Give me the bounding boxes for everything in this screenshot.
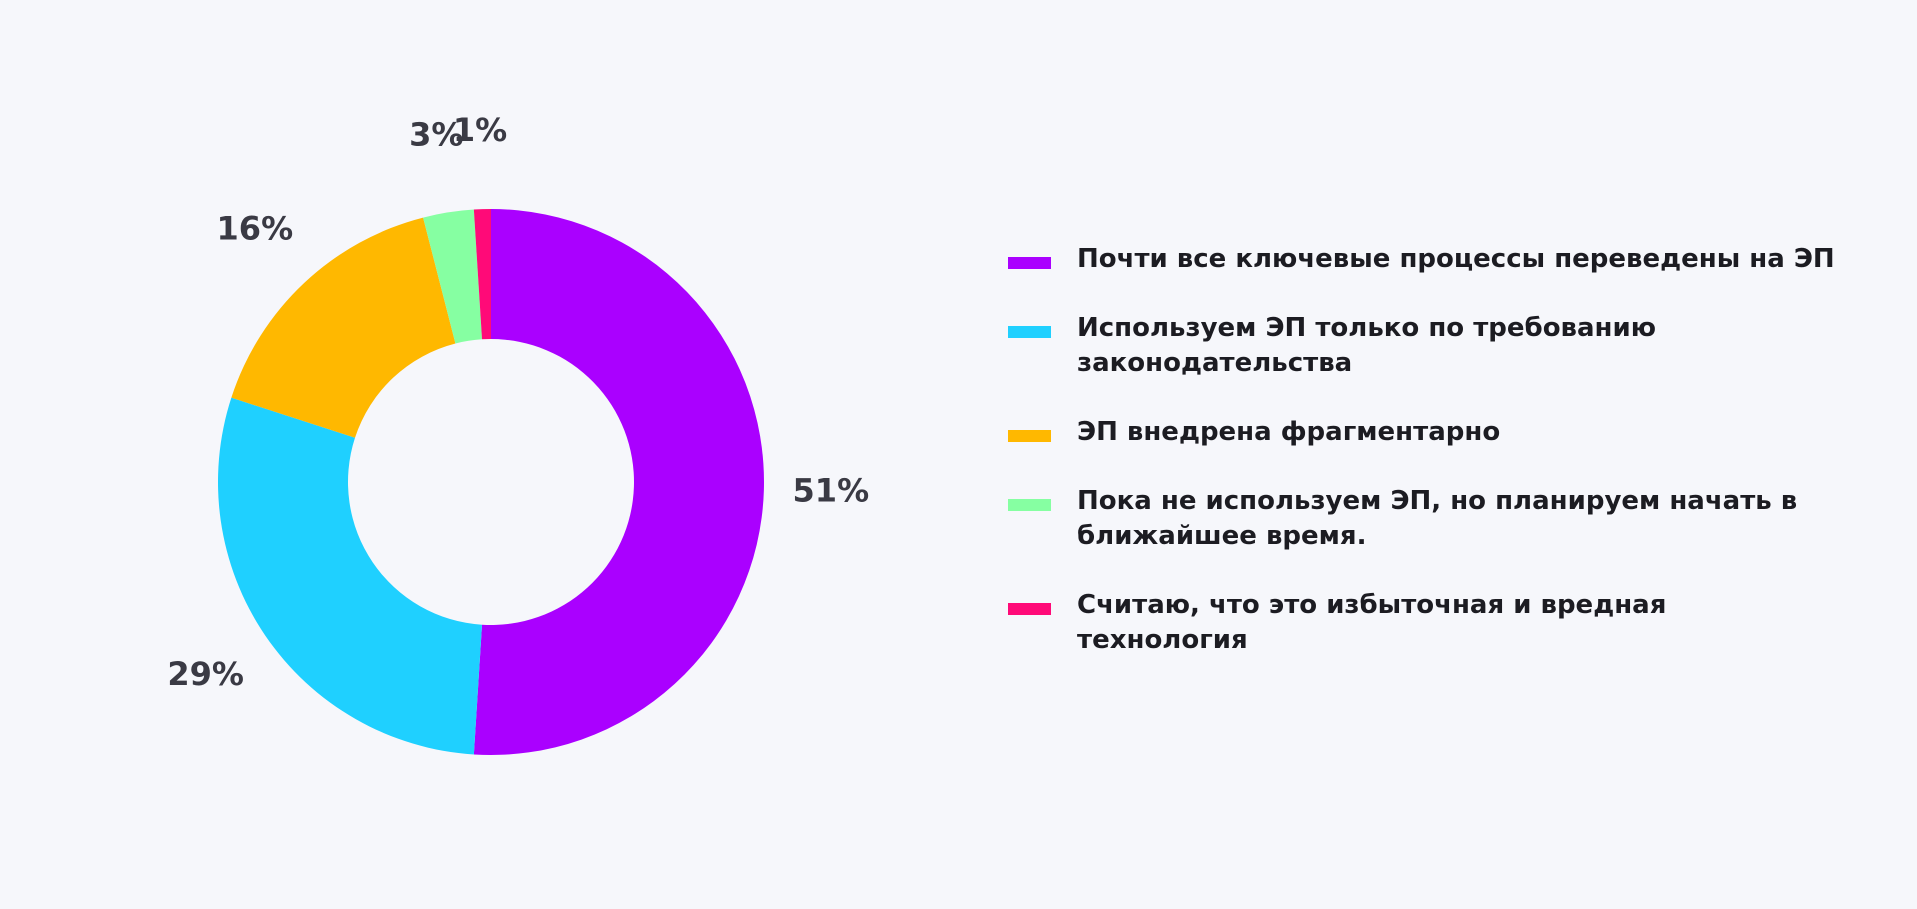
legend-swatch bbox=[1008, 430, 1051, 442]
donut-slice bbox=[217, 397, 483, 755]
legend-label: Считаю, что это избыточная и вредная тех… bbox=[1077, 590, 1667, 655]
legend-label: Используем ЭП только по требованию закон… bbox=[1077, 313, 1657, 378]
legend-label: Пока не используем ЭП, но планируем нача… bbox=[1077, 486, 1798, 551]
legend-swatch bbox=[1008, 257, 1051, 269]
donut-slice bbox=[231, 217, 456, 438]
data-label: 1% bbox=[453, 111, 507, 149]
donut-slice bbox=[423, 209, 483, 344]
data-label: 16% bbox=[217, 210, 294, 248]
legend-item: Считаю, что это избыточная и вредная тех… bbox=[1008, 588, 1888, 658]
donut-chart-svg: 51% 29% 16% 3%1% bbox=[167, 111, 870, 755]
data-label: 29% bbox=[167, 655, 244, 693]
legend-label: Почти все ключевые процессы переведены н… bbox=[1077, 244, 1835, 274]
donut-slice bbox=[473, 209, 764, 755]
legend-item: Пока не используем ЭП, но планируем нача… bbox=[1008, 484, 1888, 554]
legend-swatch bbox=[1008, 499, 1051, 511]
legend-swatch bbox=[1008, 603, 1051, 615]
donut-slice bbox=[473, 209, 491, 340]
legend-item: Используем ЭП только по требованию закон… bbox=[1008, 311, 1888, 381]
data-label: 3% bbox=[409, 115, 463, 153]
data-label: 51% bbox=[793, 472, 870, 510]
legend-swatch bbox=[1008, 326, 1051, 338]
donut-chart: 51% 29% 16% 3% 1% bbox=[167, 111, 870, 755]
legend-item: ЭП внедрена фрагментарно bbox=[1008, 415, 1888, 450]
legend-label: ЭП внедрена фрагментарно bbox=[1077, 417, 1501, 447]
legend-item: Почти все ключевые процессы переведены н… bbox=[1008, 242, 1888, 277]
chart-legend: Почти все ключевые процессы переведены н… bbox=[1008, 242, 1888, 692]
